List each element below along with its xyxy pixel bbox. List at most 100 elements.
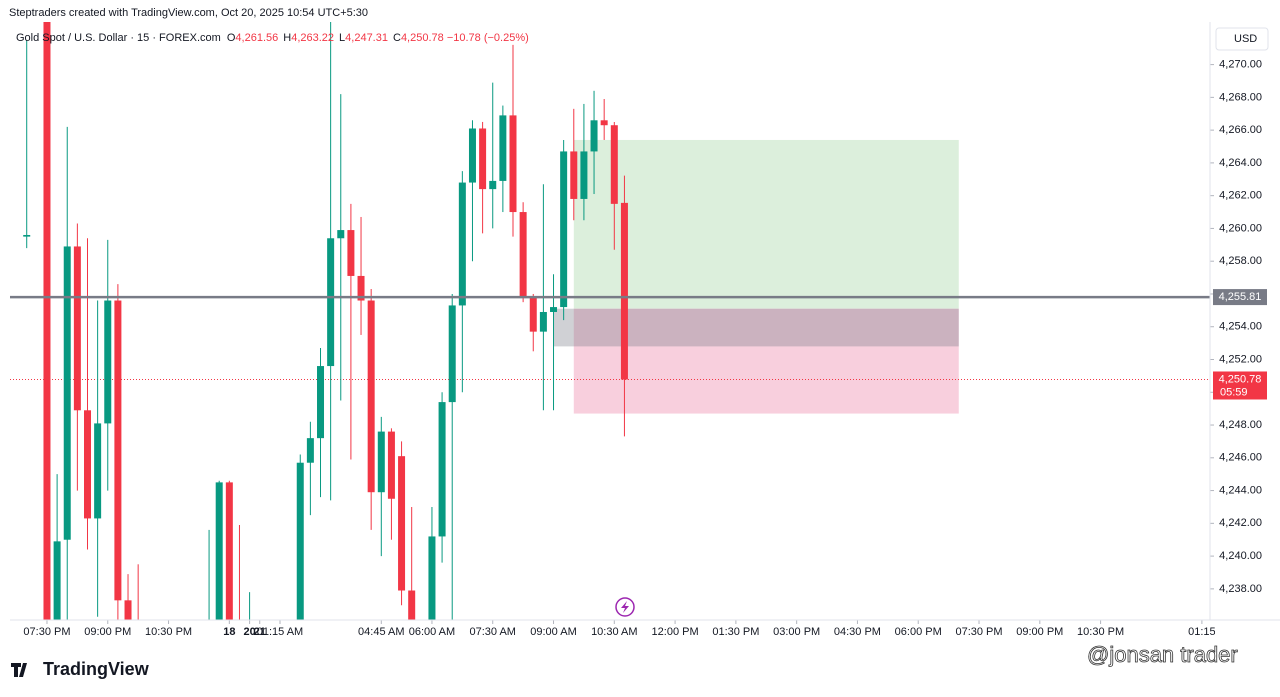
- y-tick-label: 4,258.00: [1219, 255, 1262, 267]
- x-tick-label: 09:00 PM: [84, 626, 131, 638]
- body: [519, 212, 527, 298]
- ohlc-value: 4,263.22: [291, 32, 335, 44]
- x-tick-label: 12:00 PM: [652, 626, 699, 638]
- y-tick-label: 4,242.00: [1219, 517, 1262, 529]
- gray-zone: [553, 308, 959, 347]
- body: [550, 307, 558, 312]
- y-tick-label: 4,238.00: [1219, 583, 1262, 595]
- body: [398, 456, 406, 591]
- body: [337, 230, 345, 239]
- ohlc-value: 4,250.78: [400, 32, 444, 44]
- body: [73, 246, 81, 411]
- ohlc-key: H: [283, 32, 292, 44]
- ohlc-value: 4,247.31: [345, 32, 388, 44]
- body: [408, 590, 416, 620]
- body: [620, 202, 628, 380]
- body: [135, 622, 142, 630]
- y-tick-label: 4,246.00: [1219, 452, 1262, 464]
- body: [84, 410, 92, 519]
- x-tick-label: 03:00 PM: [773, 626, 820, 638]
- brand-logo: [11, 663, 27, 677]
- body: [63, 246, 71, 540]
- body: [53, 541, 61, 620]
- x-tick-label: 07:30 PM: [955, 626, 1002, 638]
- ohlc-key: C: [392, 32, 401, 44]
- watermark: @jonsan trader: [1087, 642, 1238, 667]
- body: [448, 305, 456, 403]
- x-tick-label: 09:00 PM: [1016, 626, 1063, 638]
- profit-zone: [573, 139, 959, 309]
- y-tick-label: 4,248.00: [1219, 419, 1262, 431]
- x-tick-label: 04:45 AM: [358, 626, 404, 638]
- body: [347, 230, 355, 276]
- y-tick-label: 4,244.00: [1219, 484, 1262, 496]
- ohlc: O4,261.56 H4,263.22 L4,247.31 C4,250.78: [224, 32, 444, 44]
- x-tick-label: 09:00 AM: [530, 626, 576, 638]
- body: [43, 22, 51, 620]
- x-tick-label: 06:00 PM: [895, 626, 942, 638]
- y-tick-label: 4,262.00: [1219, 190, 1262, 202]
- ohlc-key: L: [339, 32, 346, 44]
- y-tick-label: 4,268.00: [1219, 91, 1262, 103]
- body: [306, 438, 314, 463]
- loss-zone: [573, 308, 959, 414]
- y-tick-label: 4,240.00: [1219, 550, 1262, 562]
- last-price-box: [1213, 371, 1267, 400]
- x-tick-label: 10:30 PM: [1077, 626, 1124, 638]
- symbol: Gold Spot / U.S. Dollar · 15 · FOREX.com: [16, 32, 221, 44]
- body: [438, 402, 446, 537]
- body: [94, 423, 102, 519]
- body: [570, 151, 578, 199]
- x-tick-label: 10:30 PM: [145, 626, 192, 638]
- body: [479, 128, 487, 190]
- body: [317, 366, 325, 439]
- x-tick-label: 07:30 PM: [23, 626, 70, 638]
- body: [560, 151, 568, 308]
- x-tick-label: 18: [223, 626, 235, 638]
- y-tick-label: 4,260.00: [1219, 222, 1262, 234]
- hline-label: 4,255.81: [1219, 291, 1262, 303]
- body: [590, 120, 598, 152]
- x-tick-label: 04:30 PM: [834, 626, 881, 638]
- body: [509, 115, 517, 213]
- currency: USD: [1234, 33, 1257, 45]
- body: [357, 275, 365, 301]
- ohlc-value: 4,261.56: [235, 32, 279, 44]
- body: [600, 120, 608, 126]
- y-tick-label: 4,266.00: [1219, 124, 1262, 136]
- body: [458, 182, 466, 306]
- credit: Steptraders created with TradingView.com…: [9, 7, 369, 19]
- x-tick-label: 01:30 PM: [712, 626, 759, 638]
- body: [580, 151, 588, 199]
- body: [114, 300, 122, 601]
- legend: Gold Spot / U.S. Dollar · 15 · FOREX.com…: [16, 32, 529, 44]
- body: [23, 234, 31, 237]
- axes: 4,238.00 4,240.00 4,242.00 4,244.00 4,246.00…: [23, 59, 1267, 638]
- last-price-label: 4,250.78: [1219, 373, 1262, 385]
- body: [387, 431, 395, 499]
- currency-box[interactable]: [1215, 27, 1269, 51]
- y-tick-label: 4,252.00: [1219, 353, 1262, 365]
- body: [296, 462, 304, 620]
- x-tick-label: 01:15 AM: [257, 626, 303, 638]
- event-bolt: [621, 601, 629, 613]
- brand: TradingView: [43, 659, 150, 679]
- x-tick-label: 21: [254, 626, 266, 638]
- body: [499, 115, 507, 181]
- hline-label-box: [1213, 289, 1267, 306]
- countdown: 05:59: [1220, 386, 1248, 398]
- body: [428, 536, 436, 620]
- body: [327, 238, 335, 367]
- y-tick-label: 4,264.00: [1219, 157, 1262, 169]
- plot-area: [10, 22, 1210, 630]
- x-tick-label: 06:00 AM: [409, 626, 455, 638]
- body: [529, 297, 537, 332]
- body: [104, 300, 112, 424]
- body: [124, 600, 132, 620]
- x-tick-label: 20: [243, 626, 255, 638]
- x-tick-label: 07:30 AM: [469, 626, 515, 638]
- body: [468, 128, 476, 183]
